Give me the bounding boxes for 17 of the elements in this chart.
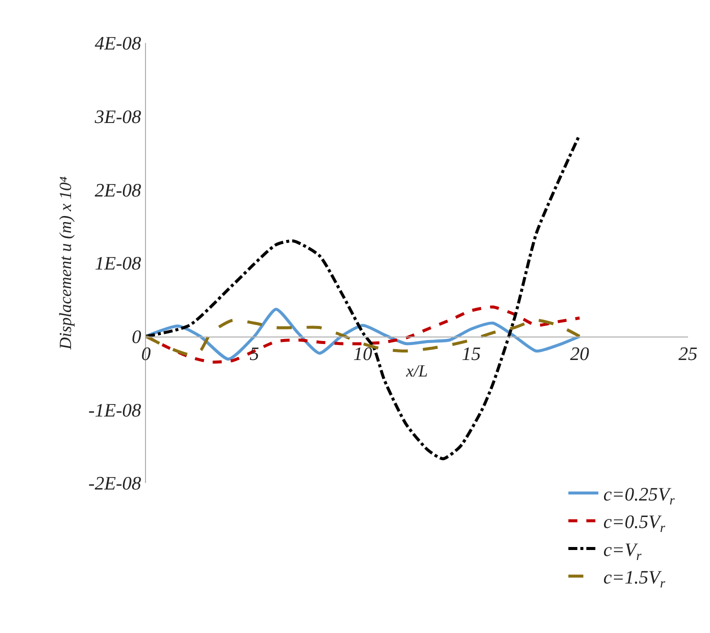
x-tick-label: 15 bbox=[462, 344, 481, 366]
x-tick-label: 25 bbox=[678, 344, 698, 366]
y-tick-label: 0 bbox=[132, 326, 142, 348]
legend-label: c=1.5V$_{r}$ bbox=[603, 568, 666, 591]
legend-label: c=V$_{r}$ bbox=[603, 540, 642, 563]
y-tick-label: 2E-08 bbox=[94, 180, 142, 202]
y-tick-label: 4E-08 bbox=[94, 34, 142, 55]
y-tick-label: -1E-08 bbox=[88, 400, 142, 422]
y-tick-label: -2E-08 bbox=[88, 474, 142, 495]
y-tick-label: 3E-08 bbox=[94, 106, 142, 128]
y-axis-title: Displacement u (m) x 10⁴ bbox=[56, 176, 75, 351]
y-tick-label: 1E-08 bbox=[94, 254, 142, 275]
legend-label: c=0.25V$_{r}$ bbox=[603, 484, 676, 508]
x-axis-title: x/L bbox=[405, 362, 428, 381]
x-tick-label: 10 bbox=[353, 344, 373, 366]
legend-label: c=0.5V$_{r}$ bbox=[603, 512, 666, 536]
x-tick-label: 20 bbox=[570, 344, 590, 366]
